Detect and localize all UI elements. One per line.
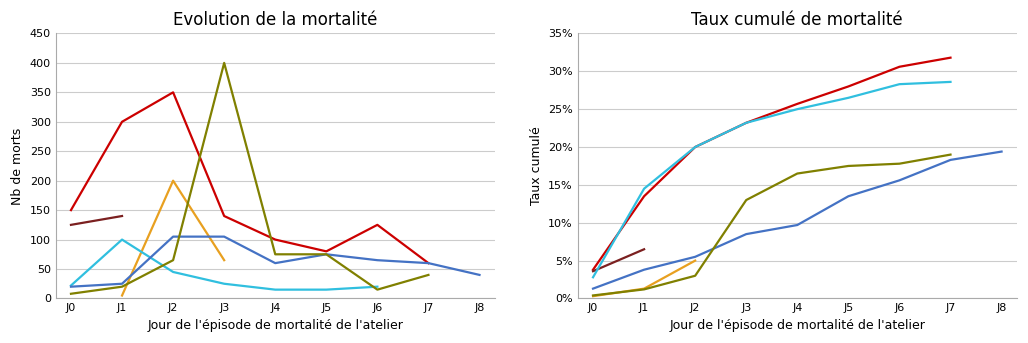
X-axis label: Jour de l'épisode de mortalité de l'atelier: Jour de l'épisode de mortalité de l'atel…	[669, 319, 925, 332]
Y-axis label: Taux cumulé: Taux cumulé	[529, 127, 543, 205]
Title: Taux cumulé de mortalité: Taux cumulé de mortalité	[692, 11, 904, 29]
Title: Evolution de la mortalité: Evolution de la mortalité	[173, 11, 377, 29]
Y-axis label: Nb de morts: Nb de morts	[11, 127, 24, 204]
X-axis label: Jour de l'épisode de mortalité de l'atelier: Jour de l'épisode de mortalité de l'atel…	[147, 319, 403, 332]
